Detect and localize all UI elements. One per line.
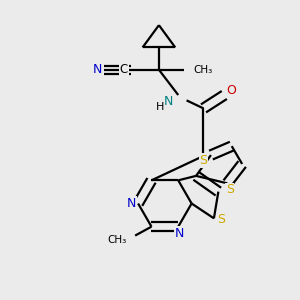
Text: N: N <box>175 227 184 240</box>
Text: S: S <box>217 213 225 226</box>
Text: N: N <box>127 197 136 210</box>
Text: C: C <box>120 63 128 76</box>
Text: CH₃: CH₃ <box>107 235 126 245</box>
Text: CH₃: CH₃ <box>193 65 212 75</box>
Text: N: N <box>164 95 173 108</box>
Text: H: H <box>156 102 165 112</box>
Text: S: S <box>226 183 234 196</box>
Text: N: N <box>92 63 102 76</box>
Text: S: S <box>200 154 208 167</box>
Text: O: O <box>226 84 236 97</box>
